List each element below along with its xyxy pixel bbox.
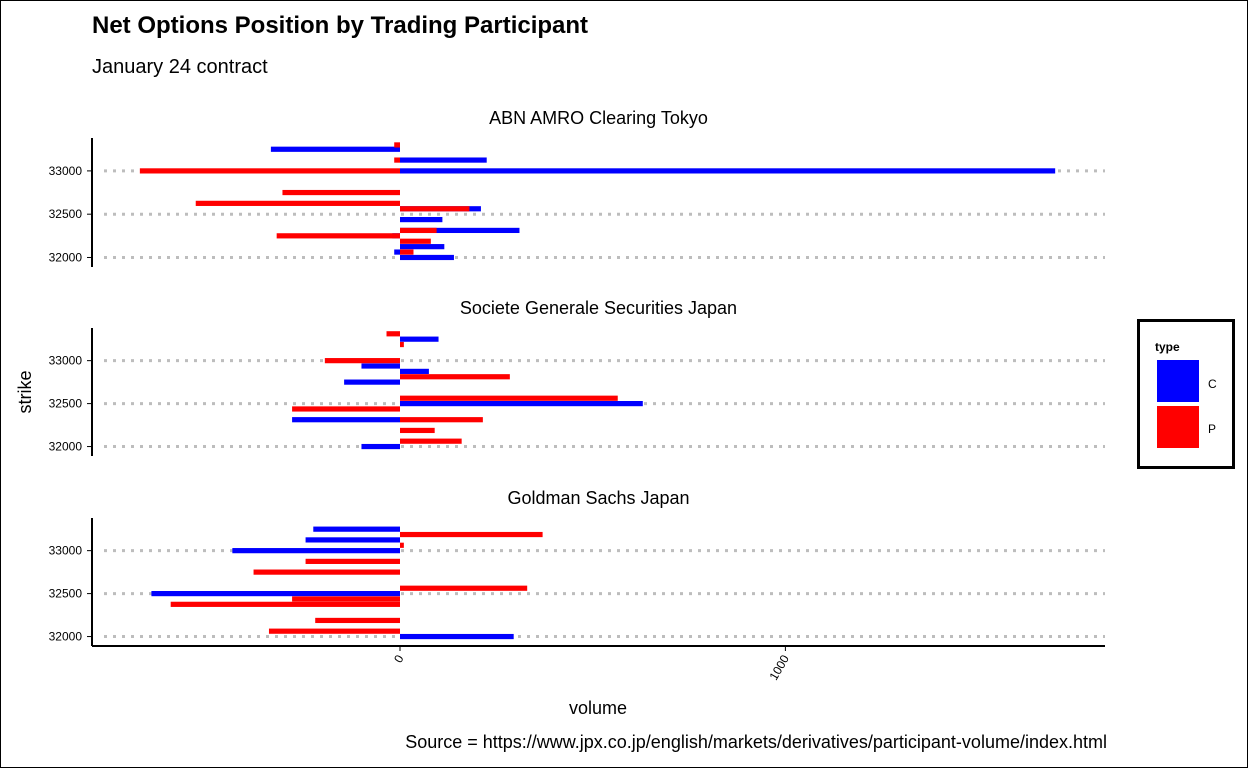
y-tick-label: 32000: [49, 630, 83, 644]
legend-title: type: [1155, 340, 1180, 354]
bar-p: [400, 395, 618, 401]
facet-panel: Goldman Sachs Japan 32000 32500 33000: [49, 488, 1105, 646]
bar-c: [151, 590, 400, 597]
chart-title: Net Options Position by Trading Particip…: [92, 12, 589, 39]
bar-c: [344, 379, 400, 385]
bar-p: [394, 142, 400, 148]
bar-c: [270, 146, 400, 152]
bar-c: [400, 336, 439, 342]
bar-c: [400, 400, 643, 407]
bar-c: [232, 548, 400, 554]
bar-p: [400, 427, 435, 434]
bar-p: [139, 168, 401, 174]
bar-p: [324, 358, 400, 364]
bar-p: [400, 374, 510, 380]
bar-p: [253, 569, 400, 575]
legend-key-p: [1157, 406, 1199, 448]
y-tick-label: 33000: [49, 544, 83, 558]
y-tick-label: 32500: [49, 207, 83, 221]
bar-c: [400, 633, 514, 640]
bar-p: [386, 331, 400, 337]
bar-p: [400, 206, 470, 212]
bar-c: [400, 244, 445, 250]
facet-title: Goldman Sachs Japan: [507, 488, 689, 508]
bar-p: [170, 601, 400, 607]
bar-c: [400, 227, 520, 234]
y-tick-label: 32000: [49, 440, 83, 454]
y-tick-label: 33000: [49, 164, 83, 178]
bar-p: [400, 417, 483, 423]
bar-c: [361, 363, 400, 369]
facet-panel: ABN AMRO Clearing Tokyo 32000 32500 33000: [49, 108, 1105, 267]
facet-title: Societe Generale Securities Japan: [460, 298, 737, 318]
bar-p: [400, 238, 431, 244]
y-tick-label: 32500: [49, 397, 83, 411]
bar-p: [400, 531, 543, 538]
x-axis-title: volume: [569, 698, 627, 718]
facet-panel: Societe Generale Securities Japan 32000 32…: [49, 298, 1105, 456]
bar-p: [315, 617, 400, 624]
y-tick-label: 32000: [49, 250, 83, 264]
bar-p: [400, 341, 404, 348]
bar-c: [313, 526, 400, 532]
bar-c: [361, 443, 400, 450]
bar-p: [400, 227, 437, 234]
bar-p: [282, 189, 400, 196]
bar-c: [292, 417, 400, 423]
bar-c: [400, 254, 454, 261]
facet-title: ABN AMRO Clearing Tokyo: [489, 108, 708, 128]
bar-p: [400, 585, 528, 591]
legend: type C P: [1137, 319, 1235, 469]
bar-c: [400, 168, 1056, 174]
bar-p: [400, 542, 404, 548]
bar-p: [276, 233, 400, 239]
legend-label-p: P: [1208, 422, 1217, 436]
x-tick-label: 1000: [767, 652, 793, 682]
bar-c: [400, 216, 443, 223]
y-axis-title: strike: [15, 370, 35, 413]
bar-c: [400, 368, 429, 374]
bar-p: [292, 406, 400, 412]
y-tick-label: 33000: [49, 354, 83, 368]
bar-p: [292, 596, 400, 602]
bar-p: [394, 157, 400, 163]
chart-subtitle: January 24 contract: [92, 56, 268, 78]
bar-p: [268, 628, 400, 634]
legend-label-c: C: [1208, 377, 1217, 391]
y-tick-label: 32500: [49, 587, 83, 601]
source-caption: Source = https://www.jpx.co.jp/english/m…: [405, 732, 1107, 752]
x-tick-label: 0: [391, 652, 407, 665]
bar-p: [195, 200, 400, 206]
bar-c: [305, 537, 400, 543]
bar-p: [400, 249, 414, 255]
bar-c: [394, 249, 400, 255]
bar-p: [400, 438, 462, 444]
bar-c: [400, 157, 487, 163]
legend-key-c: [1157, 360, 1199, 402]
bar-p: [305, 558, 400, 564]
